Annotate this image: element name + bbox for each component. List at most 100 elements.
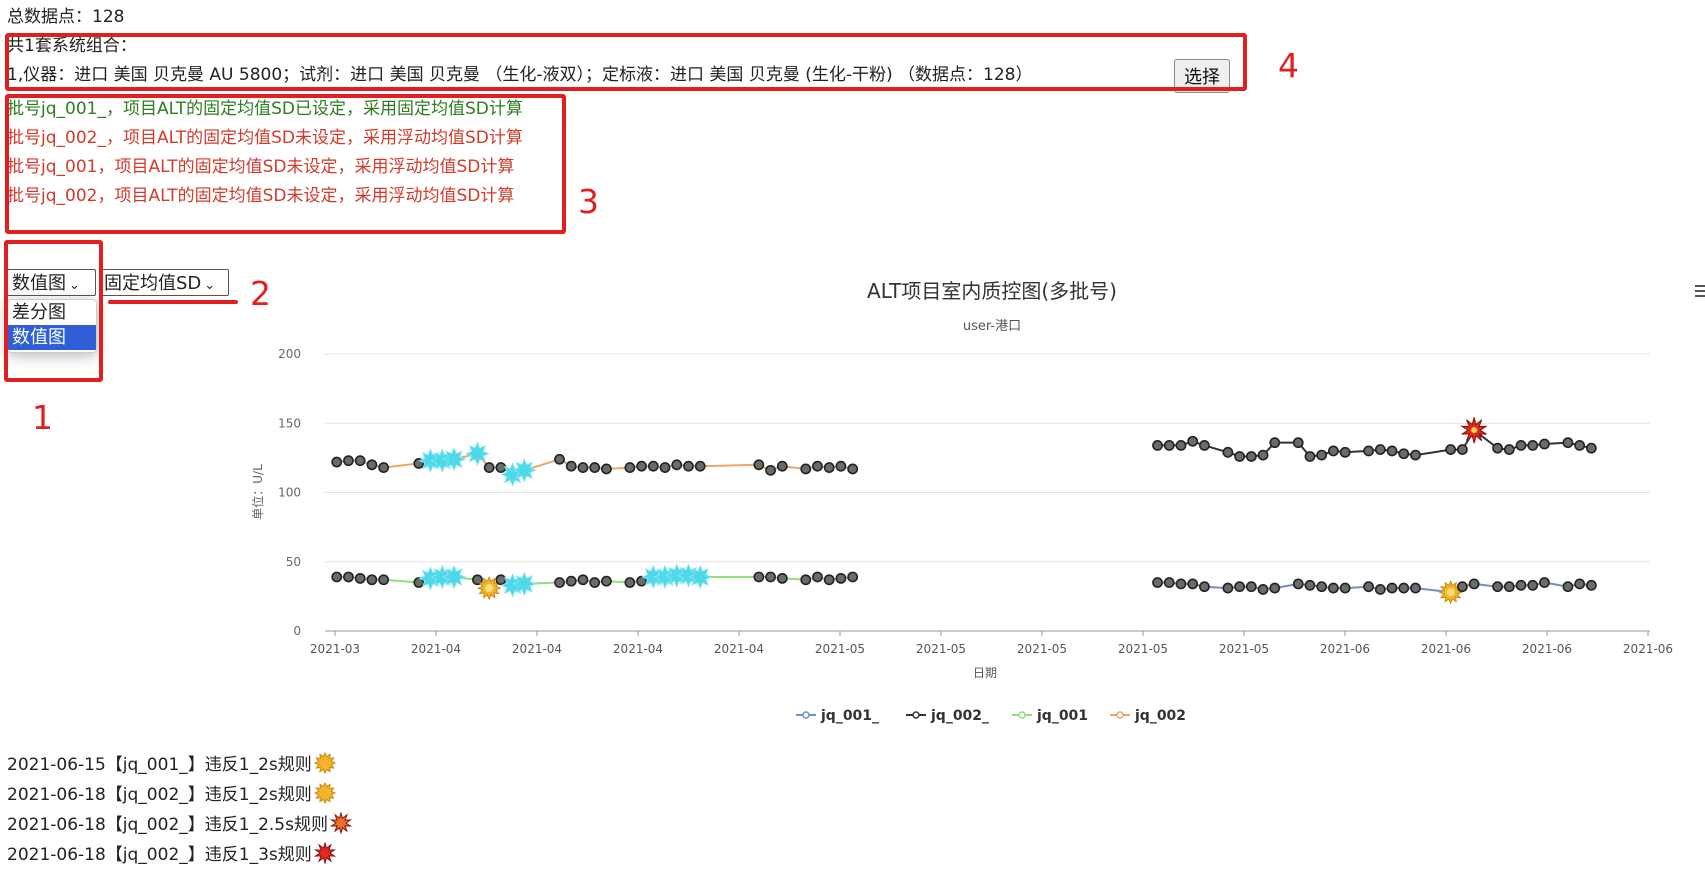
sun-icon-graphic bbox=[313, 751, 336, 775]
data-point bbox=[1363, 445, 1374, 457]
data-point bbox=[1562, 437, 1574, 449]
data-point bbox=[624, 462, 636, 473]
data-point bbox=[1539, 438, 1550, 450]
data-point bbox=[331, 456, 343, 468]
system-combo-count: 共1套系统组合： bbox=[7, 36, 137, 56]
data-point bbox=[495, 574, 507, 586]
legend-item: jq_001 bbox=[1036, 708, 1088, 724]
x-tick-label: 2021-05 bbox=[1118, 642, 1168, 656]
violation-text: 2021-06-15【jq_001_】违反1_2s规则 bbox=[7, 755, 312, 775]
data-point bbox=[659, 462, 671, 473]
violation-item: 2021-06-18【jq_002_】违反1_2s规则 bbox=[7, 781, 336, 811]
x-tick-label: 2021-06 bbox=[1421, 642, 1471, 656]
data-point bbox=[1492, 581, 1503, 593]
data-point bbox=[1245, 451, 1257, 462]
data-point bbox=[1539, 577, 1550, 588]
data-point bbox=[765, 464, 776, 476]
data-point bbox=[1468, 578, 1480, 590]
data-point bbox=[1292, 437, 1304, 449]
x-axis-label: 日期 bbox=[973, 666, 997, 680]
option-value-chart[interactable]: 数值图 bbox=[8, 325, 96, 350]
data-point bbox=[589, 577, 601, 588]
chart-title: ALT项目室内质控图(多批号) bbox=[867, 279, 1117, 303]
data-point bbox=[1410, 582, 1421, 594]
data-point bbox=[343, 571, 354, 583]
data-point bbox=[812, 460, 823, 472]
data-point bbox=[636, 575, 647, 587]
data-point bbox=[812, 571, 823, 583]
data-point bbox=[1152, 440, 1163, 451]
data-point bbox=[671, 459, 683, 471]
star-marker bbox=[441, 447, 467, 472]
star-marker bbox=[441, 564, 467, 590]
data-point bbox=[554, 577, 565, 588]
x-tick-label: 2021-04 bbox=[613, 642, 663, 656]
series-jq_001_ bbox=[1152, 577, 1597, 605]
sun-warning-icon bbox=[313, 781, 336, 811]
data-point bbox=[1304, 579, 1316, 591]
data-point bbox=[472, 574, 483, 586]
data-point bbox=[800, 463, 812, 475]
data-point bbox=[1269, 582, 1281, 594]
option-diff-chart[interactable]: 差分图 bbox=[12, 302, 66, 323]
data-point bbox=[1503, 444, 1515, 455]
burst-icon-graphic bbox=[313, 841, 336, 865]
chevron-down-icon: ⌄ bbox=[69, 278, 80, 293]
sun-marker bbox=[313, 781, 336, 805]
annotation-number: 4 bbox=[1278, 46, 1299, 85]
annotation-number: 2 bbox=[250, 274, 271, 313]
data-point bbox=[1245, 581, 1257, 593]
data-point bbox=[1503, 581, 1515, 593]
x-tick-label: 2021-05 bbox=[916, 642, 966, 656]
star-marker bbox=[687, 564, 713, 590]
data-point bbox=[1398, 448, 1410, 460]
data-point bbox=[776, 572, 788, 584]
data-point bbox=[589, 462, 601, 473]
data-point bbox=[1445, 444, 1457, 455]
data-point bbox=[1410, 449, 1421, 461]
data-point bbox=[847, 571, 859, 583]
data-point bbox=[554, 453, 565, 465]
data-point bbox=[1574, 578, 1586, 590]
burst-marker bbox=[313, 841, 336, 865]
x-tick-label: 2021-04 bbox=[714, 642, 764, 656]
data-point bbox=[835, 460, 847, 472]
data-point bbox=[577, 574, 589, 586]
data-point bbox=[1386, 445, 1398, 457]
y-tick-label: 50 bbox=[286, 555, 301, 569]
chart-type-select[interactable]: 数值图 ⌄ bbox=[7, 269, 96, 296]
data-point bbox=[823, 574, 835, 586]
qc-chart: ALT项目室内质控图(多批号) user-港口 0 50 100 150 200 单位：U/L… bbox=[250, 279, 1673, 724]
total-points-label: 总数据点：128 bbox=[7, 7, 125, 27]
data-point bbox=[495, 462, 507, 473]
chart-menu-icon[interactable] bbox=[1695, 285, 1705, 300]
x-tick-label: 2021-05 bbox=[1017, 642, 1067, 656]
legend-item: jq_002_ bbox=[930, 708, 989, 724]
violation-item: 2021-06-18【jq_002_】违反1_3s规则 bbox=[7, 841, 336, 871]
annotation-box-4 bbox=[5, 33, 1247, 91]
data-point bbox=[1374, 444, 1386, 455]
legend-item: jq_001_ bbox=[820, 708, 879, 724]
x-tick-label: 2021-06 bbox=[1522, 642, 1572, 656]
y-tick-label: 150 bbox=[278, 416, 301, 430]
data-point bbox=[565, 575, 577, 587]
sun-warning-icon bbox=[313, 751, 336, 781]
data-point bbox=[1386, 582, 1398, 594]
burst-marker bbox=[329, 811, 353, 835]
sd-mode-select[interactable]: 固定均值SD ⌄ bbox=[99, 269, 229, 296]
violation-text: 2021-06-18【jq_002_】违反1_3s规则 bbox=[7, 845, 312, 865]
data-point bbox=[1527, 579, 1539, 591]
data-point bbox=[1374, 584, 1386, 595]
data-point bbox=[1175, 440, 1187, 451]
data-point bbox=[565, 460, 577, 472]
chart-type-options: 差分图 数值图 bbox=[7, 299, 97, 353]
data-point bbox=[601, 463, 612, 475]
sun-icon-graphic bbox=[313, 781, 336, 805]
data-point bbox=[1574, 440, 1586, 451]
data-point bbox=[1316, 449, 1328, 461]
series-jq_001 bbox=[331, 563, 859, 601]
violation-item: 2021-06-18【jq_002_】违反1_2.5s规则 bbox=[7, 811, 353, 841]
data-point bbox=[1339, 446, 1351, 458]
data-point bbox=[1339, 582, 1351, 594]
data-point bbox=[1234, 581, 1246, 593]
